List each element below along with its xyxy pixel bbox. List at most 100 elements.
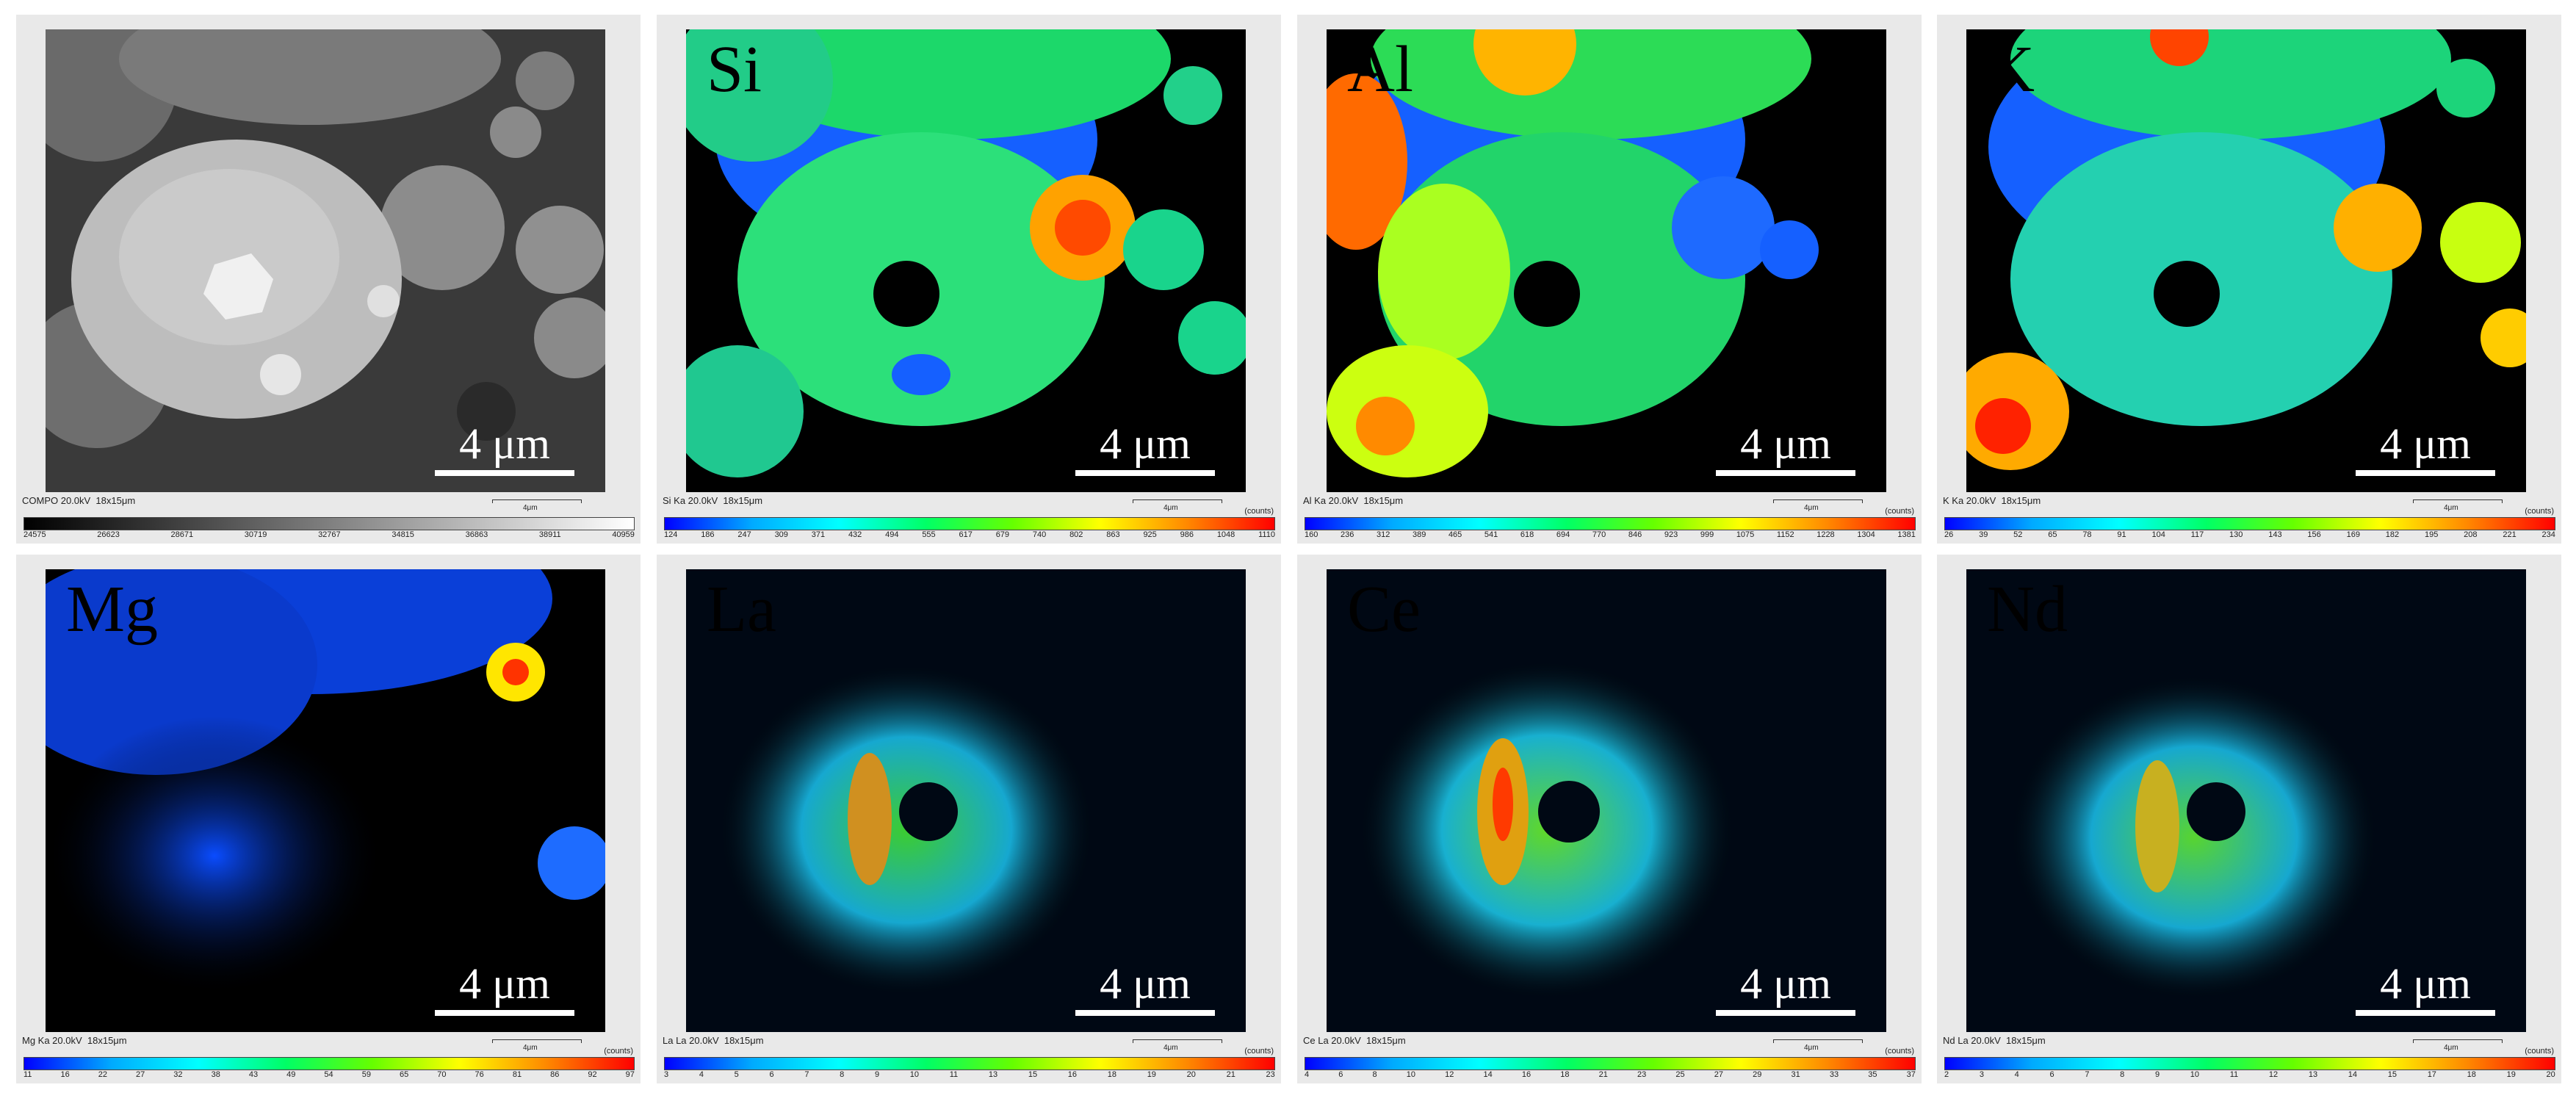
panel-caption: K Ka 20.0kV 18x15μm bbox=[1943, 495, 2041, 506]
colorbar-ticks: 2 3 4 6 7 8 9 10 11 12 13 14 15 17 18 19 20 bbox=[1944, 1070, 2555, 1082]
colorbar-tick-label: 27 bbox=[1714, 1070, 1723, 1079]
colorbar-tick-label: 16 bbox=[1067, 1070, 1078, 1079]
colorbar-tick-label: 234 bbox=[2541, 530, 2555, 539]
colorbar-tick-label: 236 bbox=[1340, 530, 1354, 539]
colorbar-tick-label: 12 bbox=[2268, 1070, 2279, 1079]
colorbar-tick-label: 309 bbox=[774, 530, 788, 539]
la-map-graphic bbox=[686, 569, 1246, 1032]
colorbar-tick-label: 863 bbox=[1106, 530, 1120, 539]
scale-bar-label: 4 μm bbox=[1740, 419, 1831, 468]
la-map: La 4 μm bbox=[686, 569, 1246, 1032]
colorbar-tick-label: 20 bbox=[1186, 1070, 1196, 1079]
colorbar-tick-label: 19 bbox=[2506, 1070, 2516, 1079]
element-label: Si bbox=[707, 33, 762, 106]
colorbar-tick-label: 124 bbox=[664, 530, 678, 539]
panel-k: K 4 μm K Ka 20.0kV 18x15μm 4μm (counts) … bbox=[1937, 15, 2561, 544]
scale-bar-line bbox=[2356, 1010, 2495, 1016]
colorbar-tick-label: 494 bbox=[885, 530, 899, 539]
colorbar-tick-label: 11 bbox=[949, 1070, 959, 1079]
colorbar-tick-label: 24575 bbox=[24, 530, 46, 539]
colorbar-tick-label: 679 bbox=[995, 530, 1010, 539]
si-map: Si 4 μm bbox=[686, 29, 1246, 492]
colorbar-tick-label: 12 bbox=[1445, 1070, 1454, 1079]
panel-caption: Nd La 20.0kV 18x15μm bbox=[1943, 1035, 2046, 1046]
scale-bar-label: 4 μm bbox=[459, 959, 550, 1008]
scale-bar: 4 μm bbox=[435, 962, 574, 1016]
colorbar-tick-label: 39 bbox=[1979, 530, 1988, 539]
scale-bar: 4 μm bbox=[1716, 422, 1855, 476]
counts-label: (counts) bbox=[2525, 1047, 2554, 1056]
scale-bar: 4 μm bbox=[1716, 962, 1855, 1016]
colorbar-spectrum bbox=[24, 1057, 635, 1070]
colorbar-tick-label: 221 bbox=[2503, 530, 2517, 539]
colorbar-tick-label: 81 bbox=[512, 1070, 522, 1079]
mini-scale-label: 4μm bbox=[1163, 1044, 1178, 1052]
colorbar-tick-label: 1152 bbox=[1776, 530, 1794, 539]
colorbar-tick-label: 208 bbox=[2464, 530, 2478, 539]
mini-scale-bar bbox=[492, 499, 582, 503]
colorbar-tick-label: 1048 bbox=[1216, 530, 1235, 539]
colorbar-tick-label: 10 bbox=[909, 1070, 920, 1079]
panel-mg: Mg 4 μm Mg Ka 20.0kV 18x15μm 4μm (counts… bbox=[16, 555, 641, 1083]
colorbar-tick-label: 33 bbox=[1829, 1070, 1839, 1079]
colorbar-tick-label: 182 bbox=[2385, 530, 2400, 539]
colorbar-spectrum bbox=[1305, 1057, 1916, 1070]
mini-scale-bar bbox=[1773, 499, 1863, 503]
colorbar-tick-label: 104 bbox=[2151, 530, 2165, 539]
colorbar-tick-label: 14 bbox=[2348, 1070, 2358, 1079]
panel-caption: COMPO 20.0kV 18x15μm bbox=[22, 495, 136, 506]
colorbar-tick-label: 25 bbox=[1675, 1070, 1685, 1079]
colorbar-tick-label: 11 bbox=[2229, 1070, 2239, 1079]
counts-label: (counts) bbox=[2525, 507, 2554, 516]
nd-map-graphic bbox=[1966, 569, 2526, 1032]
colorbar-tick-label: 36863 bbox=[465, 530, 488, 539]
colorbar-tick-label: 169 bbox=[2346, 530, 2360, 539]
colorbar-tick-label: 19 bbox=[1147, 1070, 1156, 1079]
colorbar-tick-label: 32 bbox=[173, 1070, 183, 1079]
scale-bar-label: 4 μm bbox=[459, 419, 550, 468]
colorbar-tick-label: 8 bbox=[2120, 1070, 2125, 1079]
colorbar-tick-label: 3 bbox=[664, 1070, 669, 1079]
panel-caption: Mg Ka 20.0kV 18x15μm bbox=[22, 1035, 127, 1046]
colorbar-tick-label: 5 bbox=[734, 1070, 739, 1079]
colorbar-tick-label: 21 bbox=[1226, 1070, 1235, 1079]
colorbar-tick-label: 23 bbox=[1637, 1070, 1647, 1079]
colorbar-tick-label: 1381 bbox=[1897, 530, 1916, 539]
colorbar-tick-label: 1228 bbox=[1816, 530, 1835, 539]
colorbar-tick-label: 156 bbox=[2307, 530, 2321, 539]
colorbar-tick-label: 13 bbox=[2308, 1070, 2318, 1079]
mini-scale-label: 4μm bbox=[1804, 504, 1819, 512]
scale-bar-line bbox=[1716, 470, 1855, 476]
element-label: K bbox=[1987, 33, 2035, 106]
colorbar-gray bbox=[24, 517, 635, 530]
colorbar-tick-label: 13 bbox=[988, 1070, 998, 1079]
panel-compo: 4 μm COMPO 20.0kV 18x15μm 4μm 24575 26623… bbox=[16, 15, 641, 544]
colorbar-tick-label: 38 bbox=[211, 1070, 220, 1079]
scale-bar-label: 4 μm bbox=[1740, 959, 1831, 1008]
mini-scale-label: 4μm bbox=[2444, 504, 2458, 512]
colorbar-tick-label: 70 bbox=[437, 1070, 447, 1079]
al-map-graphic bbox=[1327, 29, 1886, 492]
colorbar-tick-label: 16 bbox=[60, 1070, 70, 1079]
colorbar-tick-label: 389 bbox=[1412, 530, 1426, 539]
colorbar-tick-label: 7 bbox=[2085, 1070, 2090, 1079]
element-label: Al bbox=[1347, 33, 1413, 106]
mg-map-graphic bbox=[46, 569, 605, 1032]
scale-bar: 4 μm bbox=[2356, 962, 2495, 1016]
scale-bar-line bbox=[435, 1010, 574, 1016]
colorbar-tick-label: 26623 bbox=[97, 530, 120, 539]
colorbar-tick-label: 6 bbox=[2049, 1070, 2054, 1079]
panel-caption: Ce La 20.0kV 18x15μm bbox=[1303, 1035, 1406, 1046]
scale-bar-line bbox=[1716, 1010, 1855, 1016]
colorbar-tick-label: 8 bbox=[1372, 1070, 1377, 1079]
scale-bar-line bbox=[2356, 470, 2495, 476]
scale-bar-line bbox=[1075, 1010, 1215, 1016]
scale-bar: 4 μm bbox=[1075, 962, 1215, 1016]
colorbar-tick-label: 28671 bbox=[170, 530, 194, 539]
scale-bar: 4 μm bbox=[2356, 422, 2495, 476]
mini-scale-label: 4μm bbox=[2444, 1044, 2458, 1052]
colorbar-tick-label: 186 bbox=[701, 530, 715, 539]
k-map-graphic bbox=[1966, 29, 2526, 492]
colorbar-tick-label: 986 bbox=[1180, 530, 1194, 539]
colorbar-tick-label: 65 bbox=[399, 1070, 409, 1079]
